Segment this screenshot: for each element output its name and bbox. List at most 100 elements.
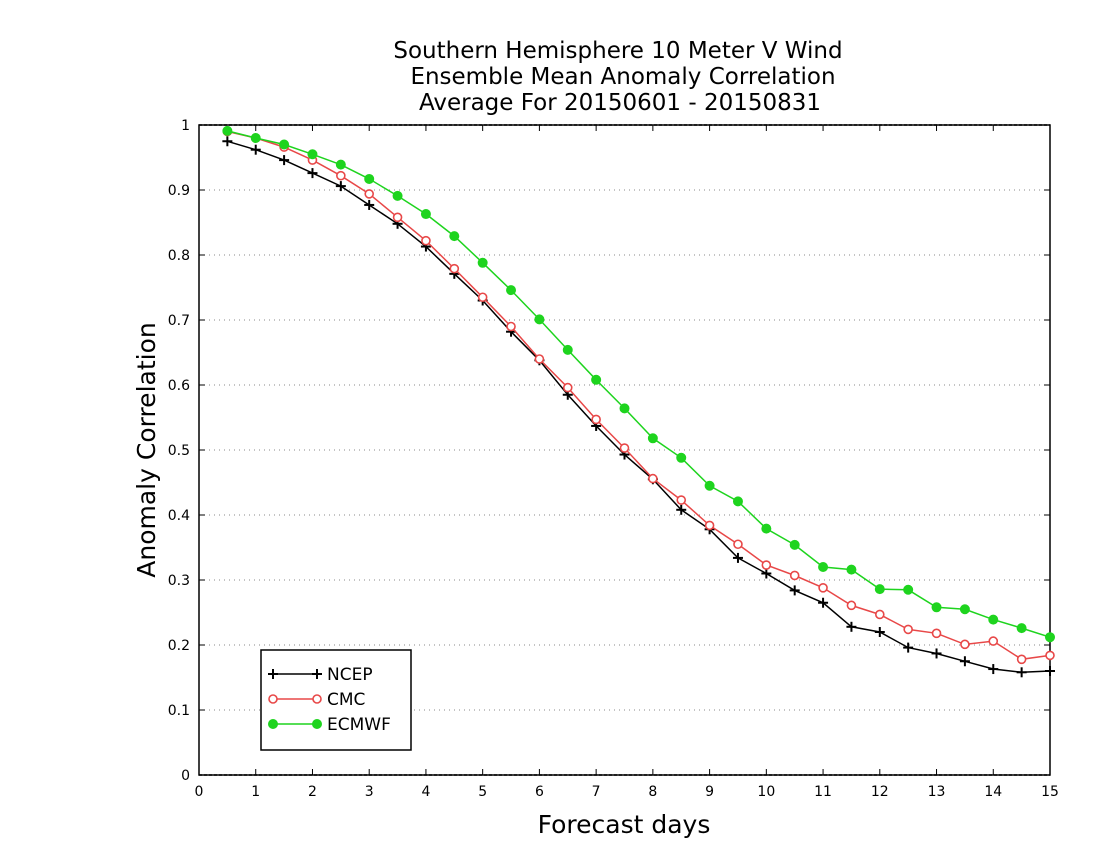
data-point-ecmwf [903,584,914,595]
y-tick-label: 0.8 [168,248,190,264]
data-point-ncep [307,168,318,179]
data-point-cmc [789,570,800,581]
data-point-ecmwf [506,285,517,296]
data-point-ncep [988,664,999,675]
data-point-ncep [1016,667,1027,678]
data-point-ecmwf [676,452,687,463]
data-point-ecmwf [562,344,573,355]
legend-item-ncep: NCEP [268,665,373,685]
data-point-cmc [477,292,488,303]
data-point-cmc [818,582,828,593]
data-point-ncep [761,568,772,579]
data-point-ecmwf [959,604,970,615]
x-tick-label: 11 [814,784,832,800]
data-point-cmc [988,636,999,646]
x-tick-label: 1 [251,784,260,800]
data-point-cmc [392,212,403,223]
data-point-ecmwf [222,125,233,136]
series-ncep [222,136,1055,678]
legend: NCEP CMC ECMWF [260,649,412,751]
y-tick-label: 0.2 [168,638,190,654]
legend-marker-ncep [268,669,278,679]
data-point-ecmwf [279,139,290,150]
series-line-ecmwf [227,130,1051,638]
legend-item-cmc: CMC [268,690,365,710]
data-point-ecmwf [534,314,545,325]
data-point-cmc [733,539,743,550]
y-tick-label: 0.9 [168,183,190,199]
y-tick-label: 0 [181,768,190,784]
data-point-cmc [903,624,913,635]
data-point-cmc [449,263,460,274]
x-tick-label: 14 [984,784,1002,800]
legend-label-ecmwf: ECMWF [327,715,391,735]
title-line-3: Average For 20150601 - 20150831 [419,90,821,116]
data-point-cmc [364,189,375,199]
x-axis-label: Forecast days [538,810,711,839]
data-point-cmc [1045,650,1055,661]
legend-item-ecmwf: ECMWF [268,715,391,735]
x-tick-label: 3 [365,784,374,800]
data-point-ecmwf [250,133,261,143]
y-tick-label: 1 [181,118,190,134]
data-point-ecmwf [477,257,488,268]
x-tick-label: 5 [478,784,487,800]
data-point-ecmwf [335,159,346,170]
data-point-ecmwf [449,231,460,242]
data-point-cmc [960,639,970,650]
data-point-ecmwf [591,374,602,385]
legend-box [260,649,412,751]
y-tick-label: 0.1 [168,703,190,719]
x-tick-label: 6 [535,784,544,800]
data-point-ecmwf [988,614,999,625]
data-point-ncep [364,199,375,210]
data-point-ncep [1045,666,1055,676]
legend-marker-cmc [268,694,278,704]
data-point-cmc [846,600,857,611]
data-point-ecmwf [1016,623,1027,634]
data-point-ncep [789,585,800,596]
y-axis-ticks: 0 0.1 0.2 0.3 0.4 0.5 0.6 0.7 0.8 0.9 1 [168,118,1050,784]
x-axis-ticks: 0 1 2 3 4 5 6 7 8 9 10 11 12 13 14 15 [195,125,1059,800]
data-point-cmc [676,495,687,505]
data-point-ncep [732,552,743,563]
data-point-ecmwf [1045,632,1055,643]
data-point-cmc [562,382,573,393]
data-point-ncep [903,642,914,653]
x-tick-label: 2 [308,784,317,800]
data-point-ncep [931,648,942,659]
data-point-cmc [704,520,715,531]
y-axis-label: Anomaly Correlation [132,322,161,577]
x-tick-label: 10 [757,784,775,800]
y-tick-label: 0.4 [168,508,190,524]
x-tick-label: 12 [871,784,889,800]
title-line-2: Ensemble Mean Anomaly Correlation [410,64,835,90]
x-tick-label: 8 [648,784,657,800]
data-point-ecmwf [818,562,829,572]
legend-marker-cmc [312,694,322,704]
data-point-ncep [279,155,290,166]
x-tick-label: 4 [421,784,430,800]
series-line-ncep [227,140,1051,674]
data-point-cmc [421,235,431,246]
legend-marker-ncep [312,669,322,679]
y-tick-label: 0.5 [168,443,190,459]
data-point-cmc [619,443,630,453]
data-point-cmc [874,609,885,620]
data-point-cmc [534,354,545,364]
data-point-ncep [222,136,233,147]
series-ecmwf [222,125,1055,643]
data-point-ecmwf [846,564,857,575]
data-point-ecmwf [392,190,403,201]
data-point-ncep [818,597,829,608]
data-point-ncep [250,144,261,155]
data-point-ecmwf [761,523,772,534]
y-tick-label: 0.3 [168,573,190,589]
data-point-ecmwf [647,433,658,444]
x-tick-label: 9 [705,784,714,800]
data-point-ncep [676,504,687,515]
y-tick-label: 0.6 [168,378,190,394]
series-cmc [222,126,1055,665]
data-point-cmc [648,473,658,484]
